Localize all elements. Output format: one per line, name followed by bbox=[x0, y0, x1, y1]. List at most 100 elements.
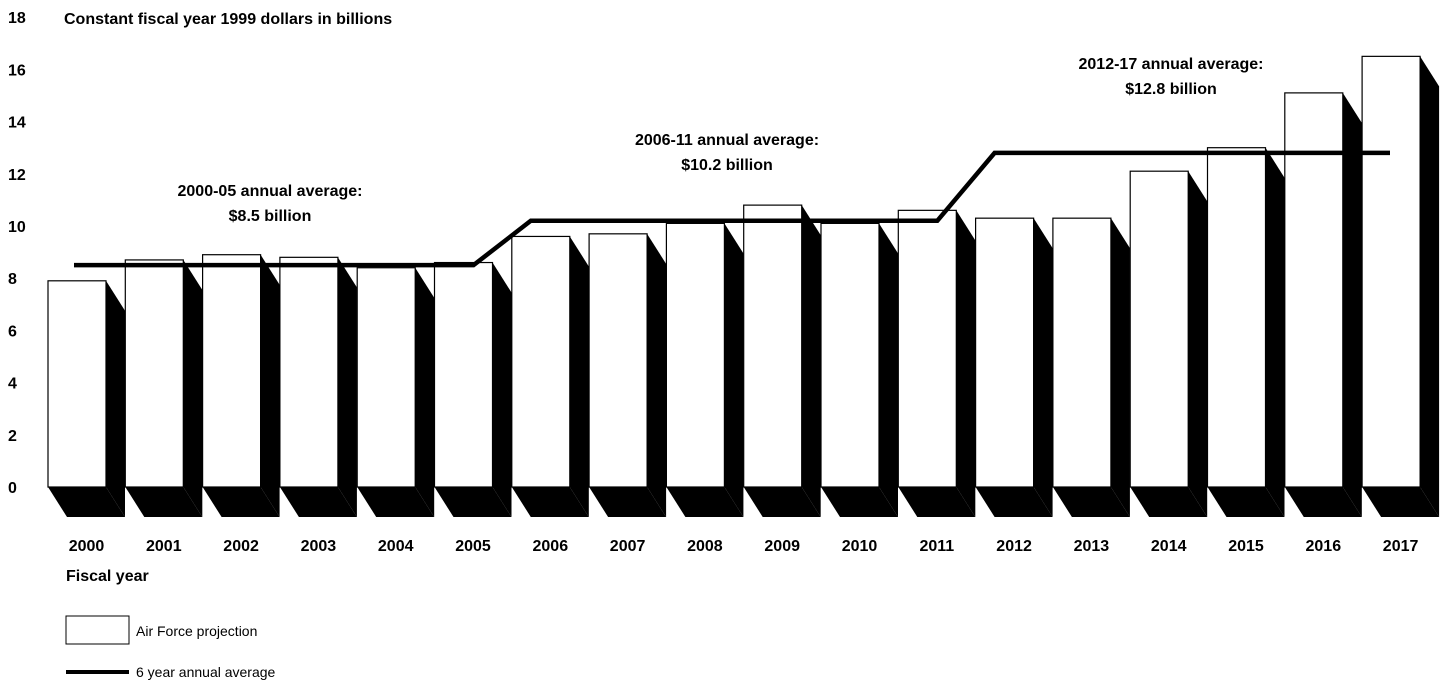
bar-front bbox=[1361, 55, 1421, 488]
bar-front bbox=[974, 217, 1035, 488]
bar-front bbox=[1284, 92, 1344, 488]
annotations-group: 2000-05 annual average: $8.5 billion 2006-… bbox=[178, 56, 1264, 225]
bar-2013 bbox=[1052, 217, 1130, 518]
bar-floor bbox=[1052, 487, 1130, 517]
x-category-label: 2009 bbox=[764, 538, 800, 555]
bar-2004 bbox=[356, 267, 435, 517]
annotation-line1: 2006-11 annual average: bbox=[635, 132, 819, 149]
bar-front bbox=[820, 222, 880, 488]
bar-2007 bbox=[588, 233, 667, 517]
bar-2015 bbox=[1206, 147, 1285, 517]
y-tick-label: 18 bbox=[8, 10, 26, 27]
bar-side bbox=[415, 267, 435, 517]
bar-front bbox=[124, 259, 184, 488]
bar-floor bbox=[743, 487, 821, 517]
bar-side bbox=[1110, 218, 1130, 518]
bar-side bbox=[724, 223, 744, 517]
x-category-label: 2007 bbox=[610, 538, 646, 555]
x-axis-label: Fiscal year bbox=[66, 568, 149, 585]
x-category-label: 2002 bbox=[223, 538, 259, 555]
bar-front bbox=[511, 235, 571, 488]
annotation-line1: 2000-05 annual average: bbox=[178, 183, 363, 200]
bar-floor bbox=[1284, 487, 1362, 517]
x-category-label: 2014 bbox=[1151, 538, 1187, 555]
y-tick-label: 10 bbox=[8, 219, 26, 236]
annotation-line2: $8.5 billion bbox=[229, 208, 312, 225]
x-category-label: 2016 bbox=[1306, 538, 1342, 555]
bar-side bbox=[801, 205, 821, 517]
bar-front bbox=[433, 261, 494, 488]
x-category-label: 2001 bbox=[146, 538, 182, 555]
bar-side bbox=[183, 259, 203, 517]
bar-side bbox=[106, 280, 125, 517]
bar-side bbox=[337, 257, 357, 517]
bar-front bbox=[279, 256, 339, 488]
bar-side bbox=[1342, 92, 1362, 517]
bar-2000 bbox=[47, 280, 125, 517]
x-category-label: 2010 bbox=[842, 538, 878, 555]
bar-2006 bbox=[511, 235, 589, 517]
annotation-line2: $12.8 billion bbox=[1125, 81, 1217, 98]
bar-front bbox=[665, 222, 726, 488]
bar-floor bbox=[434, 487, 512, 517]
x-category-label: 2005 bbox=[455, 538, 491, 555]
y-tick-label: 8 bbox=[8, 271, 17, 288]
bar-front bbox=[1206, 147, 1267, 488]
x-category-label: 2012 bbox=[996, 538, 1032, 555]
average-line bbox=[74, 150, 1390, 268]
bar-floor bbox=[511, 487, 589, 517]
legend: Air Force projection 6 year annual avera… bbox=[65, 615, 276, 680]
bar-side bbox=[1265, 147, 1285, 517]
y-tick-label: 0 bbox=[8, 480, 17, 497]
bar-floor bbox=[279, 487, 357, 517]
y-tick-label: 4 bbox=[8, 376, 17, 393]
x-category-label: 2008 bbox=[687, 538, 723, 555]
bar-2016 bbox=[1284, 92, 1362, 517]
bar-2005 bbox=[433, 261, 512, 517]
average-line-group bbox=[74, 150, 1390, 268]
bar-front bbox=[356, 267, 416, 488]
bar-side bbox=[569, 236, 589, 517]
y-axis-ticks: 0 2 4 6 8 10 12 14 16 18 bbox=[8, 10, 26, 497]
bar-floor bbox=[821, 487, 898, 517]
legend-bar-label: Air Force projection bbox=[136, 623, 257, 639]
bar-front bbox=[588, 233, 648, 488]
x-axis-categories: 2000 2001 2002 2003 2004 2005 2006 2007 2008 2009… bbox=[69, 538, 1419, 555]
legend-line-label: 6 year annual average bbox=[136, 664, 276, 680]
y-tick-label: 2 bbox=[8, 428, 17, 445]
bar-2001 bbox=[124, 259, 203, 517]
annotation-line1: 2012-17 annual average: bbox=[1079, 56, 1264, 73]
bar-2009 bbox=[743, 204, 821, 517]
bar-floor bbox=[1207, 487, 1285, 517]
legend-bar-swatch bbox=[65, 615, 130, 645]
bar-side bbox=[1033, 218, 1053, 518]
y-tick-label: 12 bbox=[8, 167, 26, 184]
x-category-label: 2015 bbox=[1228, 538, 1264, 555]
bar-floor bbox=[589, 487, 667, 517]
bar-floor bbox=[666, 487, 744, 517]
bar-2003 bbox=[279, 256, 357, 517]
bar-side bbox=[1188, 171, 1208, 517]
bar-floor bbox=[357, 487, 435, 517]
bar-floor bbox=[975, 487, 1053, 517]
bar-floor bbox=[202, 487, 280, 517]
bar-floor bbox=[898, 487, 976, 517]
bar-2017 bbox=[1361, 55, 1440, 517]
x-category-label: 2011 bbox=[919, 538, 954, 555]
bar-floor bbox=[125, 487, 203, 517]
x-category-label: 2004 bbox=[378, 538, 414, 555]
bar-front bbox=[743, 204, 803, 488]
bar-2011 bbox=[897, 209, 976, 517]
x-category-label: 2003 bbox=[301, 538, 337, 555]
bar-front bbox=[897, 209, 957, 488]
bar-2014 bbox=[1129, 170, 1208, 517]
annotation-line2: $10.2 billion bbox=[681, 157, 773, 174]
bar-2012 bbox=[974, 217, 1053, 518]
y-tick-label: 14 bbox=[8, 115, 26, 132]
bar-side bbox=[879, 223, 898, 517]
bar-floor bbox=[48, 487, 125, 517]
bar-2008 bbox=[665, 222, 744, 517]
bar-floor bbox=[1130, 487, 1208, 517]
bar-front bbox=[47, 280, 107, 488]
